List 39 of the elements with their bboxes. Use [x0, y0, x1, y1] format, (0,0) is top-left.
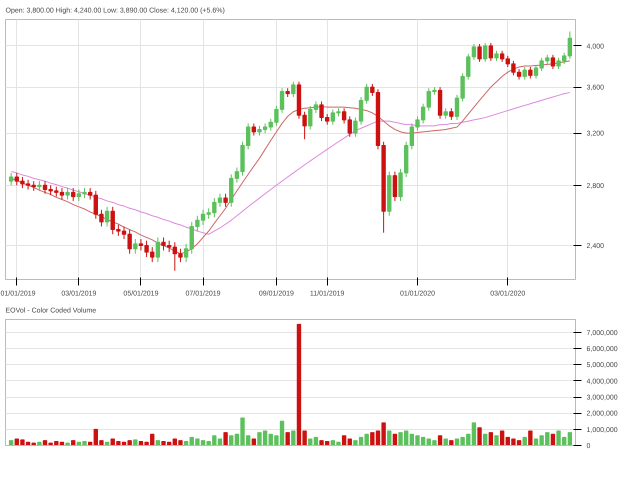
candlestick: [252, 122, 256, 136]
bar: [444, 438, 448, 446]
candlestick: [444, 108, 448, 120]
candlestick: [223, 193, 228, 208]
candlestick: [8, 172, 14, 186]
bar: [252, 438, 256, 446]
bar: [477, 427, 482, 446]
bar: [550, 434, 556, 446]
candlestick: [104, 206, 110, 227]
candlestick: [133, 238, 138, 254]
candlestick: [291, 81, 296, 98]
bar: [133, 439, 138, 446]
bar: [449, 440, 454, 446]
candlestick: [449, 108, 454, 120]
bar: [483, 434, 488, 446]
candlestick: [550, 54, 556, 70]
candlestick: [37, 180, 42, 192]
bar: [8, 440, 14, 446]
candlestick: [522, 66, 527, 80]
candlestick: [71, 188, 76, 202]
bar: [528, 430, 533, 446]
bar: [285, 432, 290, 446]
bar: [291, 430, 296, 446]
candlestick: [477, 43, 482, 62]
bar: [488, 432, 494, 446]
bar: [65, 442, 70, 446]
candlestick: [156, 236, 160, 263]
candlestick: [488, 42, 494, 62]
bar: [71, 440, 76, 446]
bar: [392, 434, 398, 446]
bar: [156, 440, 160, 446]
candlestick: [494, 50, 499, 62]
candlestick: [528, 66, 533, 80]
candlestick: [65, 188, 70, 200]
bar: [223, 432, 228, 446]
candlestick: [483, 42, 488, 62]
bar: [387, 430, 392, 446]
candlestick: [392, 171, 398, 202]
bar: [522, 436, 527, 446]
